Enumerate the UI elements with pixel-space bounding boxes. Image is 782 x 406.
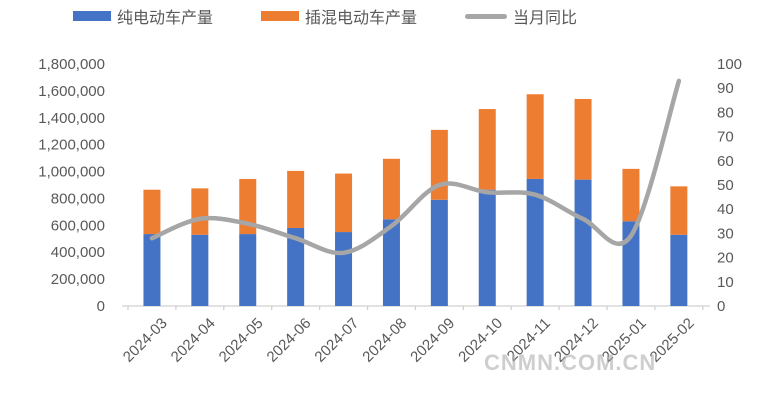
bar-segment-bev xyxy=(143,234,161,306)
right-axis-tick-label: 30 xyxy=(717,225,734,242)
bar-segment-bev xyxy=(430,199,448,306)
x-axis-category-label: 2024-04 xyxy=(168,315,219,366)
left-axis-tick-label: 1,400,000 xyxy=(38,110,105,127)
right-axis-tick-label: 20 xyxy=(717,250,734,267)
bar-segment-bev xyxy=(191,234,209,306)
legend-label-phev: 插混电动车产量 xyxy=(305,10,418,27)
x-axis-category-label: 2024-12 xyxy=(551,315,602,366)
right-axis-tick-label: 40 xyxy=(717,201,734,218)
right-axis-tick-label: 100 xyxy=(717,56,742,73)
legend-label-bev: 纯电动车产量 xyxy=(117,10,214,27)
bar-segment-phev xyxy=(335,173,353,233)
left-axis-tick-label: 1,600,000 xyxy=(38,83,105,100)
bar-segment-bev xyxy=(670,234,688,306)
chart-legend: 纯电动车产量 插混电动车产量 当月同比 xyxy=(73,4,577,28)
right-axis-tick-label: 80 xyxy=(717,104,734,121)
x-axis-category-label: 2024-10 xyxy=(455,315,506,366)
x-axis-category-label: 2024-06 xyxy=(264,315,315,366)
x-axis-category-label: 2024-11 xyxy=(504,315,554,365)
left-axis-tick-label: 200,000 xyxy=(51,271,105,288)
bar-segment-phev xyxy=(478,109,496,190)
bar-segment-bev xyxy=(526,178,544,306)
x-axis-category-label: 2024-09 xyxy=(407,315,458,366)
bar-segment-phev xyxy=(287,170,305,229)
bar-segment-bev xyxy=(335,232,353,306)
bar-segment-bev xyxy=(287,228,305,306)
x-axis-category-label: 2024-07 xyxy=(311,315,362,366)
left-axis-tick-label: 600,000 xyxy=(51,217,105,234)
x-axis-category-label: 2024-03 xyxy=(120,315,171,366)
left-axis-tick-label: 800,000 xyxy=(51,190,105,207)
legend-item-phev: 插混电动车产量 xyxy=(261,4,417,28)
bar-segment-phev xyxy=(574,98,592,180)
right-axis-tick-label: 60 xyxy=(717,153,734,170)
bar-segment-bev xyxy=(478,189,496,306)
bar-segment-phev xyxy=(143,189,161,235)
x-axis-category-label: 2025-01 xyxy=(599,315,650,366)
bar-segment-phev xyxy=(526,94,544,179)
yoy-line-swatch-icon xyxy=(465,13,508,19)
left-axis-tick-label: 0 xyxy=(97,298,105,315)
bar-segment-bev xyxy=(574,179,592,306)
right-axis-tick-label: 0 xyxy=(717,298,725,315)
right-axis-tick-label: 70 xyxy=(717,129,734,146)
bar-segment-bev xyxy=(239,234,257,306)
bar-segment-phev xyxy=(191,188,209,235)
bev-bar-swatch-icon xyxy=(73,11,111,21)
legend-item-yoy: 当月同比 xyxy=(465,4,577,28)
legend-item-bev: 纯电动车产量 xyxy=(73,4,213,28)
x-axis-category-label: 2025-02 xyxy=(647,315,698,366)
left-axis-tick-label: 1,800,000 xyxy=(38,56,105,73)
bar-segment-phev xyxy=(670,186,688,235)
bar-segment-bev xyxy=(382,219,400,306)
left-axis-tick-label: 1,200,000 xyxy=(38,137,105,154)
left-axis-tick-label: 400,000 xyxy=(51,244,105,261)
x-axis-category-label: 2024-08 xyxy=(359,315,410,366)
yoy-line xyxy=(149,78,682,256)
left-axis-tick-label: 1,000,000 xyxy=(38,164,105,181)
bar-segment-phev xyxy=(622,168,640,222)
phev-bar-swatch-icon xyxy=(261,11,300,21)
right-axis-tick-label: 50 xyxy=(717,177,734,194)
right-axis-tick-label: 10 xyxy=(717,274,734,291)
right-axis-tick-label: 90 xyxy=(717,80,734,97)
x-axis-category-label: 2024-05 xyxy=(216,315,267,366)
legend-label-yoy: 当月同比 xyxy=(513,10,578,27)
bar-segment-phev xyxy=(382,158,400,220)
bar-segment-phev xyxy=(239,178,257,235)
